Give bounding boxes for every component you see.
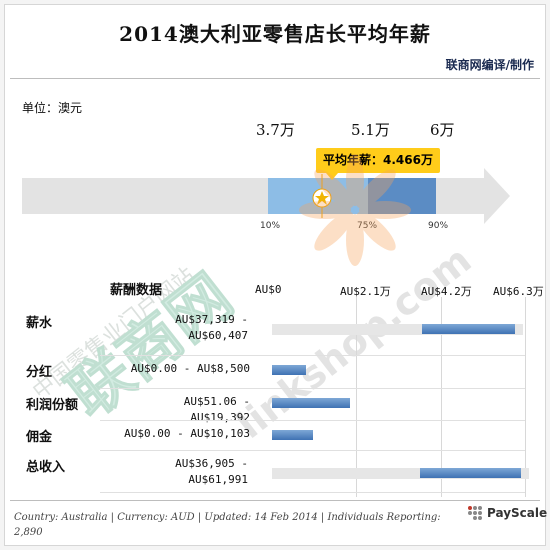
row-range-text: AU$0.00 - AU$8,500: [130, 362, 250, 375]
row-range-text: AU$0.00 - AU$10,103: [124, 427, 250, 440]
divider: [10, 78, 540, 79]
pct-75: 75%: [357, 221, 378, 231]
x-tick-label: AU$0: [255, 283, 282, 296]
footer-divider: [10, 500, 540, 501]
row-divider: [100, 492, 525, 493]
row-label: 薪水: [26, 316, 53, 331]
tick-p90: 6万: [430, 121, 455, 139]
row-divider: [100, 355, 525, 356]
brand-name: PayScale: [487, 506, 548, 520]
band-p75-p90: [368, 178, 436, 214]
range-track: [272, 468, 529, 479]
row-label: 利润份额: [26, 398, 79, 413]
tick-p10: 3.7万: [256, 121, 295, 139]
star-icon: [315, 191, 329, 205]
range-bar: [420, 468, 521, 478]
x-tick-label: AU$4.2万: [421, 285, 472, 298]
range-track: [272, 324, 523, 335]
band-arrow: [22, 168, 510, 224]
chart-header: 薪酬数据: [110, 283, 163, 298]
footer-text: Country: Australia | Currency: AUD | Upd…: [14, 512, 441, 538]
chart-frame: [4, 4, 546, 546]
row-label: 分红: [26, 365, 53, 380]
maker-credit: 联商网编译/制作: [445, 58, 534, 72]
tick-p75: 5.1万: [351, 121, 390, 139]
x-tick-label: AU$6.3万: [493, 285, 544, 298]
gridline: [440, 297, 442, 497]
page-title: 2014澳大利亚零售店长平均年薪: [119, 22, 431, 46]
row-divider: [100, 450, 525, 451]
row-divider: [100, 420, 525, 421]
payscale-icon: [468, 506, 482, 520]
range-bar: [272, 365, 307, 375]
row-range-text: AU$36,905 -: [175, 457, 248, 470]
row-range-text: AU$61,991: [188, 473, 248, 486]
gridline: [525, 297, 526, 497]
gridline: [356, 297, 358, 497]
row-range-text: AU$37,319 -: [175, 313, 248, 326]
range-bar: [421, 324, 515, 334]
pct-10: 10%: [260, 221, 281, 231]
average-callout: 平均年薪：4.466万: [316, 148, 440, 180]
row-range-text: AU$60,407: [188, 329, 248, 342]
brand-logo: PayScale: [466, 504, 547, 522]
range-bar: [272, 398, 350, 408]
row-label: 总收入: [26, 460, 66, 475]
range-bar: [272, 430, 313, 440]
pct-90: 90%: [428, 221, 449, 231]
row-label: 佣金: [26, 430, 53, 445]
unit-label: 单位：澳元: [22, 101, 83, 115]
row-range-text: AU$51.06 - AU$19,392: [183, 395, 250, 424]
x-tick-label: AU$2.1万: [340, 285, 391, 298]
row-divider: [100, 388, 525, 389]
